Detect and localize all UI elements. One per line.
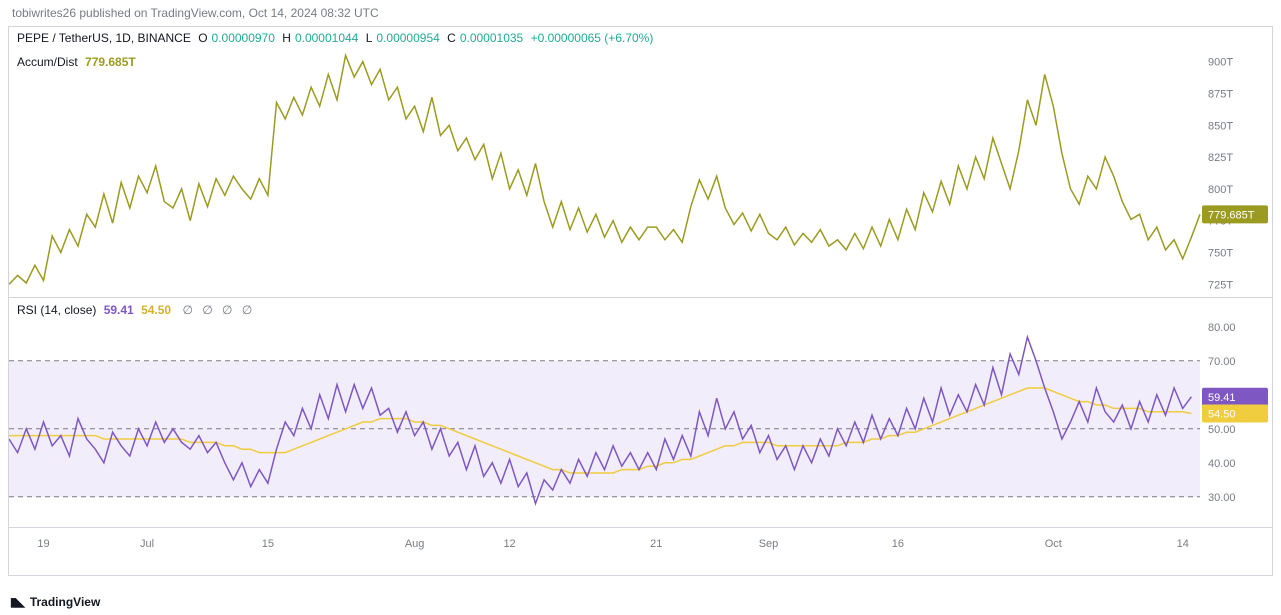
svg-text:40.00: 40.00	[1208, 458, 1236, 470]
svg-text:14: 14	[1177, 538, 1189, 550]
svg-text:16: 16	[892, 538, 904, 550]
svg-text:Aug: Aug	[405, 538, 425, 550]
svg-text:30.00: 30.00	[1208, 492, 1236, 504]
symbol-text: PEPE / TetherUS, 1D, BINANCE	[17, 31, 191, 45]
svg-text:825T: 825T	[1208, 152, 1233, 164]
high-label: H	[282, 31, 291, 45]
svg-text:779.685T: 779.685T	[1208, 209, 1255, 221]
tradingview-branding: ▮◣ TradingView	[10, 595, 100, 609]
svg-text:800T: 800T	[1208, 184, 1233, 196]
svg-text:15: 15	[262, 538, 274, 550]
chart-container: PEPE / TetherUS, 1D, BINANCE O 0.00000970…	[8, 26, 1273, 576]
open-label: O	[198, 31, 207, 45]
svg-text:750T: 750T	[1208, 247, 1233, 259]
svg-text:850T: 850T	[1208, 120, 1233, 132]
tradingview-brand-text: TradingView	[30, 595, 100, 609]
low-value: 0.00000954	[376, 31, 439, 45]
svg-text:875T: 875T	[1208, 89, 1233, 101]
svg-text:12: 12	[503, 538, 515, 550]
change-value: +0.00000065 (+6.70%)	[531, 31, 654, 45]
attribution-text: tobiwrites26 published on TradingView.co…	[12, 6, 379, 20]
tradingview-logo-icon: ▮◣	[10, 595, 24, 609]
svg-text:80.00: 80.00	[1208, 322, 1236, 334]
svg-text:54.50: 54.50	[1208, 409, 1236, 421]
svg-text:50.00: 50.00	[1208, 424, 1236, 436]
svg-text:19: 19	[37, 538, 49, 550]
time-axis: 19 Jul 15 Aug 12 21 Sep 16 Oct 14	[9, 527, 1272, 569]
high-value: 0.00001044	[295, 31, 358, 45]
svg-text:21: 21	[650, 538, 662, 550]
open-value: 0.00000970	[212, 31, 275, 45]
symbol-legend: PEPE / TetherUS, 1D, BINANCE O 0.00000970…	[17, 31, 657, 45]
low-label: L	[366, 31, 373, 45]
close-label: C	[447, 31, 456, 45]
accum-dist-chart[interactable]: 725T750T775T800T825T850T875T900T779.685T	[9, 49, 1272, 297]
svg-text:Jul: Jul	[140, 538, 154, 550]
rsi-chart[interactable]: 30.00 40.00 50.00 70.00 80.00 59.41 54.50	[9, 298, 1272, 528]
svg-text:900T: 900T	[1208, 57, 1233, 69]
svg-text:Sep: Sep	[759, 538, 779, 550]
svg-text:59.41: 59.41	[1208, 392, 1236, 404]
svg-text:725T: 725T	[1208, 279, 1233, 291]
close-value: 0.00001035	[460, 31, 523, 45]
svg-text:70.00: 70.00	[1208, 356, 1236, 368]
svg-text:Oct: Oct	[1045, 538, 1062, 550]
